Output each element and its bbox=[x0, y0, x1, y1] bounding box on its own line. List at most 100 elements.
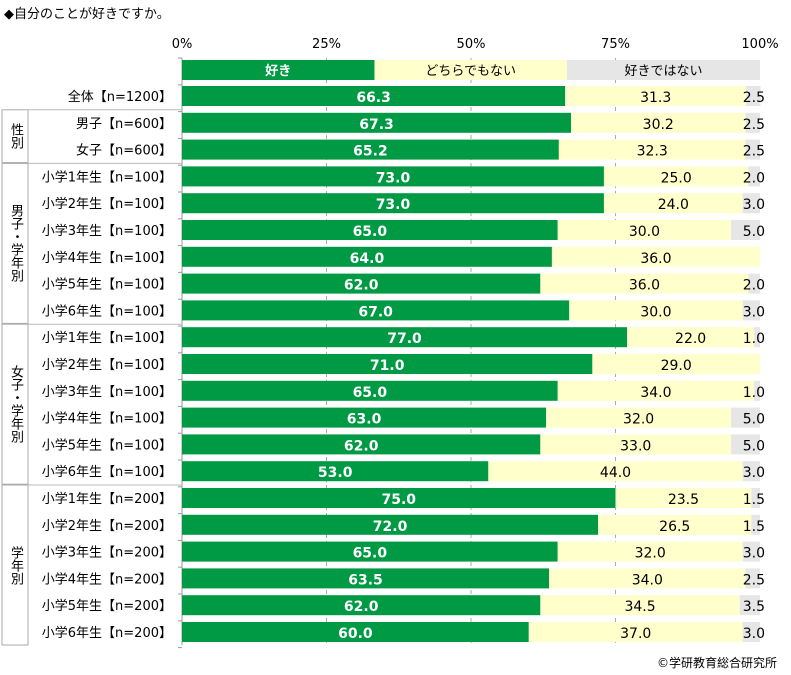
bar-segment-like bbox=[182, 246, 552, 267]
category-label: 小学2年生【n=100】 bbox=[42, 196, 172, 212]
data-label: 2.0 bbox=[743, 278, 765, 294]
category-label: 小学3年生【n=200】 bbox=[42, 545, 172, 561]
bar-segment-like bbox=[182, 461, 489, 482]
bar-segment-dislike bbox=[745, 568, 760, 589]
legend-label: 好き bbox=[264, 63, 291, 79]
bar-segment-like bbox=[182, 514, 599, 535]
category-label: 小学1年生【n=100】 bbox=[42, 330, 172, 346]
bar-segment-neutral bbox=[627, 327, 755, 348]
copyright-credit: ©学研教育総合研究所 bbox=[656, 656, 777, 670]
data-label: 33.0 bbox=[620, 438, 651, 454]
bar-segment-dislike bbox=[754, 380, 760, 401]
data-label: 3.0 bbox=[743, 465, 765, 481]
bar-segment-like bbox=[182, 139, 559, 160]
data-label: 1.0 bbox=[743, 385, 765, 401]
data-label: 2.0 bbox=[743, 170, 765, 186]
data-label: 2.5 bbox=[743, 90, 765, 106]
bar-segment-like bbox=[182, 354, 593, 374]
bar-segment-dislike bbox=[731, 220, 760, 240]
data-label: 3.0 bbox=[743, 546, 765, 562]
data-label: 22.0 bbox=[675, 331, 706, 347]
data-label: 62.0 bbox=[344, 438, 379, 454]
data-label: 3.0 bbox=[743, 304, 765, 320]
category-label: 女子【n=600】 bbox=[76, 143, 172, 159]
legend-item-2 bbox=[566, 60, 760, 80]
bar-segment-like bbox=[182, 434, 541, 455]
bar-segment-like bbox=[182, 112, 571, 133]
category-label: 小学5年生【n=100】 bbox=[42, 437, 172, 453]
legend-label: 好きではない bbox=[624, 64, 702, 79]
data-label: 44.0 bbox=[600, 465, 631, 481]
bar-segment-neutral bbox=[528, 622, 743, 642]
category-label: 男子【n=600】 bbox=[76, 117, 172, 132]
group-label-girls-by-grade: 女子・学年別 bbox=[8, 365, 23, 444]
data-label: 65.2 bbox=[353, 144, 388, 160]
bar-segment-neutral bbox=[540, 434, 732, 455]
bar-segment-like bbox=[182, 541, 558, 562]
data-label: 53.0 bbox=[318, 465, 353, 481]
data-label: 2.5 bbox=[743, 144, 765, 160]
bar-segment-dislike bbox=[745, 112, 760, 133]
category-label: 小学6年生【n=100】 bbox=[42, 464, 172, 480]
data-label: 73.0 bbox=[376, 170, 411, 186]
bar-segment-neutral bbox=[603, 166, 749, 187]
bar-segment-like bbox=[182, 380, 558, 401]
bar-segment-neutral bbox=[592, 354, 760, 374]
data-label: 29.0 bbox=[661, 358, 692, 374]
data-label: 63.0 bbox=[347, 412, 382, 428]
group-label-by-grade: 学年別 bbox=[8, 545, 23, 585]
data-label: 64.0 bbox=[350, 251, 385, 267]
data-label: 3.0 bbox=[743, 626, 765, 642]
data-label: 2.5 bbox=[743, 572, 765, 588]
group-box bbox=[1, 162, 29, 324]
bar-segment-neutral bbox=[569, 300, 743, 321]
data-label: 60.0 bbox=[338, 626, 373, 642]
data-label: 71.0 bbox=[370, 358, 405, 374]
data-label: 3.5 bbox=[743, 599, 765, 615]
data-label: 77.0 bbox=[387, 331, 422, 347]
bar-segment-dislike bbox=[751, 488, 760, 508]
bar-segment-like bbox=[182, 488, 616, 508]
category-label: 小学5年生【n=100】 bbox=[42, 277, 172, 293]
bar-segment-neutral bbox=[570, 112, 746, 133]
bar-segment-like bbox=[182, 273, 541, 294]
data-label: 30.2 bbox=[643, 117, 674, 133]
category-label: 小学2年生【n=100】 bbox=[42, 357, 172, 373]
group-box bbox=[1, 484, 29, 646]
legend-label: どちらでもない bbox=[425, 64, 516, 79]
x-tick-label: 100% bbox=[741, 37, 778, 52]
bar-segment-like bbox=[182, 407, 547, 428]
data-label: 62.0 bbox=[344, 278, 379, 294]
data-label: 24.0 bbox=[658, 197, 689, 213]
bar-segment-like bbox=[182, 622, 529, 642]
bar-segment-neutral bbox=[551, 246, 760, 267]
bar-segment-neutral bbox=[488, 461, 743, 482]
data-label: 73.0 bbox=[376, 197, 411, 213]
data-label: 34.0 bbox=[640, 385, 671, 401]
group-label-boys-by-grade: 男子・学年別 bbox=[8, 204, 23, 283]
bar-segment-like bbox=[182, 300, 570, 321]
bar-segment-dislike bbox=[742, 300, 760, 321]
data-label: 25.0 bbox=[661, 170, 692, 186]
data-label: 75.0 bbox=[381, 492, 416, 508]
group-box bbox=[1, 323, 29, 485]
chart-title: ◆自分のことが好きですか。 bbox=[4, 7, 170, 22]
bar-segment-dislike bbox=[751, 514, 760, 535]
bar-segment-like bbox=[182, 166, 604, 187]
data-label: 32.3 bbox=[637, 144, 668, 160]
group-box bbox=[1, 109, 29, 164]
category-label: 全体【n=1200】 bbox=[68, 89, 172, 105]
category-label: 小学1年生【n=100】 bbox=[42, 169, 172, 185]
bar-segment-dislike bbox=[731, 407, 760, 428]
data-label: 1.5 bbox=[743, 492, 765, 508]
data-label: 5.0 bbox=[743, 224, 765, 240]
data-label: 32.0 bbox=[635, 546, 666, 562]
bar-segment-neutral bbox=[540, 273, 749, 294]
bar-segment-neutral bbox=[565, 86, 747, 106]
data-label: 66.3 bbox=[356, 90, 391, 106]
bar-segment-neutral bbox=[546, 407, 732, 428]
bar-segment-dislike bbox=[746, 86, 761, 106]
category-label: 小学3年生【n=100】 bbox=[42, 384, 172, 400]
